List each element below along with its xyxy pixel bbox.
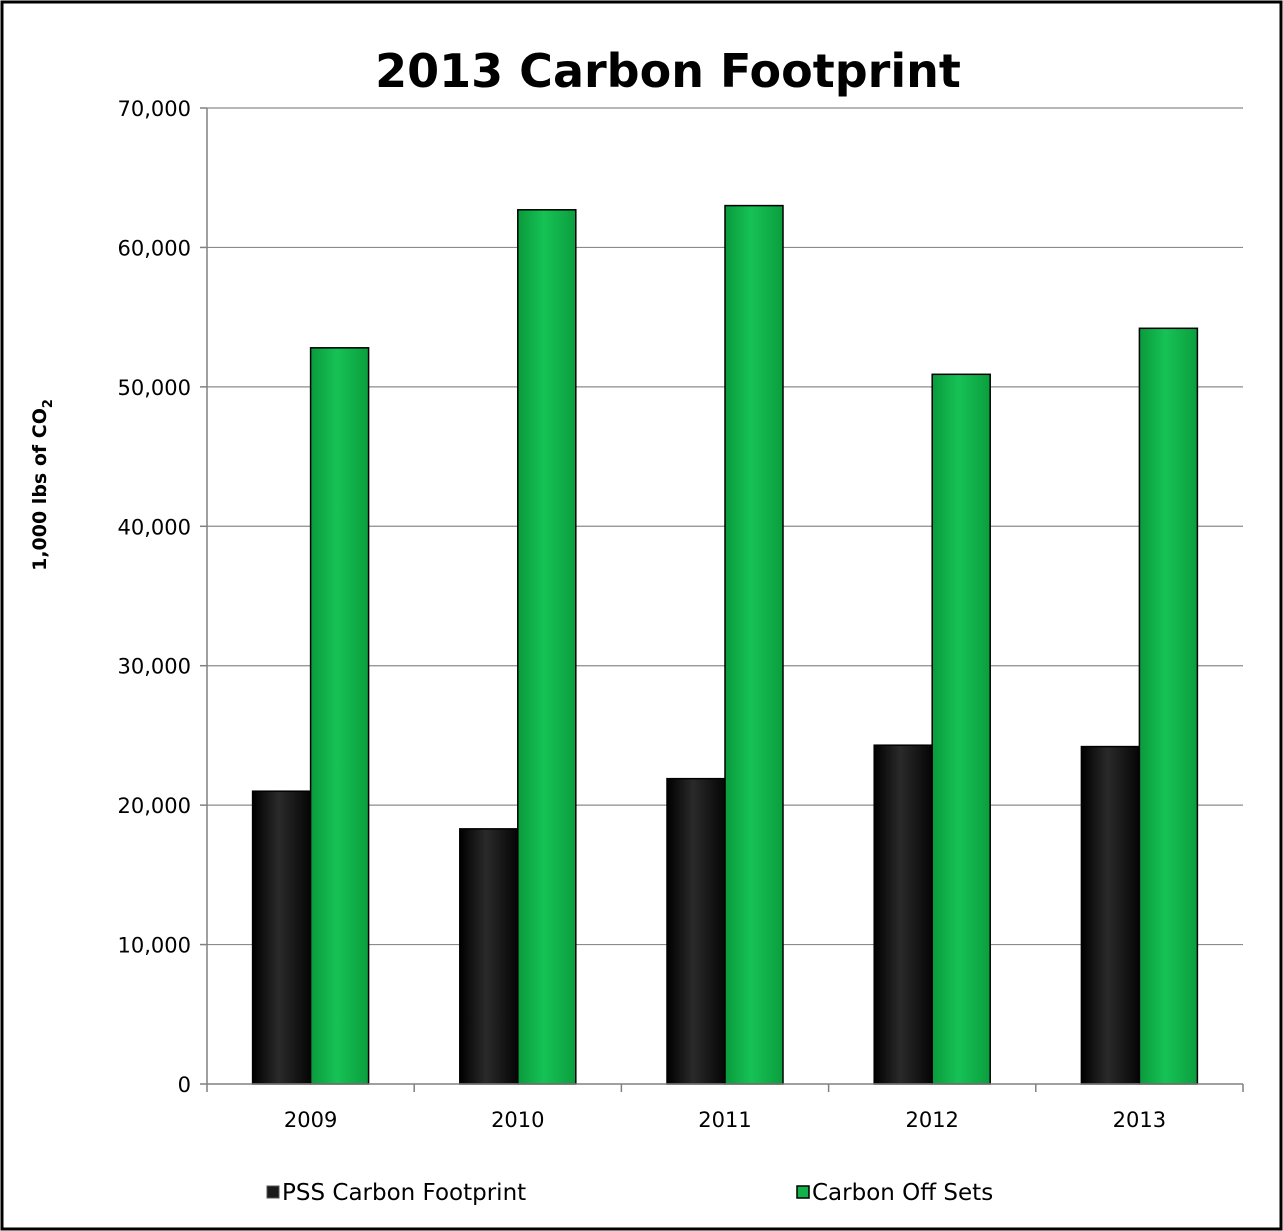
x-tick-label: 2010: [491, 1108, 544, 1132]
y-tick-label: 20,000: [118, 794, 191, 818]
bar-carbon-off-sets-2011: [724, 204, 784, 1085]
y-tick-label: 10,000: [118, 934, 191, 958]
x-axis-ticks: 2009 2010 2011 2012 2013: [206, 1084, 1244, 1132]
legend: PSS Carbon Footprint Carbon Off Sets: [266, 1180, 993, 1206]
y-axis-title-main: 1,000 lbs of CO: [29, 408, 51, 571]
bar-carbon-off-sets-2013: [1138, 327, 1199, 1085]
x-tick-label: 2009: [284, 1108, 337, 1132]
bar-pss-carbon-footprint-2011: [666, 777, 726, 1085]
legend-label-pss-carbon-footprint: PSS Carbon Footprint: [282, 1180, 526, 1206]
y-axis-title-subscript: 2: [41, 399, 56, 408]
bar-pss-carbon-footprint-2012: [873, 744, 933, 1085]
legend-swatch-carbon-off-sets: [796, 1185, 810, 1199]
y-tick-label: 0: [178, 1073, 191, 1097]
bar-carbon-off-sets-2012: [931, 373, 991, 1085]
y-axis-title: 1,000 lbs of CO2: [29, 399, 56, 571]
svg-text:1,000 lbs of CO2: 1,000 lbs of CO2: [29, 399, 56, 571]
y-tick-label: 40,000: [118, 515, 191, 539]
bar-pss-carbon-footprint-2013: [1080, 745, 1141, 1085]
bar-carbon-off-sets-2010: [517, 209, 577, 1085]
x-tick-label: 2013: [1113, 1108, 1166, 1132]
axes: [206, 108, 1243, 1085]
bar-pss-carbon-footprint-2009: [251, 790, 312, 1085]
y-tick-label: 30,000: [118, 655, 191, 679]
y-tick-label: 60,000: [118, 236, 191, 260]
bar-carbon-off-sets-2009: [309, 347, 370, 1085]
legend-swatch-pss-carbon-footprint: [266, 1185, 280, 1199]
legend-item-carbon-off-sets: Carbon Off Sets: [796, 1180, 993, 1206]
y-tick-label: 70,000: [118, 97, 191, 121]
legend-label-carbon-off-sets: Carbon Off Sets: [812, 1180, 993, 1206]
legend-item-pss-carbon-footprint: PSS Carbon Footprint: [266, 1180, 526, 1206]
chart-title: 2013 Carbon Footprint: [375, 44, 961, 98]
y-axis-ticks: 0 10,000 20,000 30,000 40,000 50,000 60,000 70,…: [118, 97, 207, 1097]
y-tick-label: 50,000: [118, 376, 191, 400]
bars: [251, 204, 1199, 1085]
x-tick-label: 2012: [905, 1108, 958, 1132]
x-tick-label: 2011: [698, 1108, 751, 1132]
bar-pss-carbon-footprint-2010: [459, 828, 519, 1085]
